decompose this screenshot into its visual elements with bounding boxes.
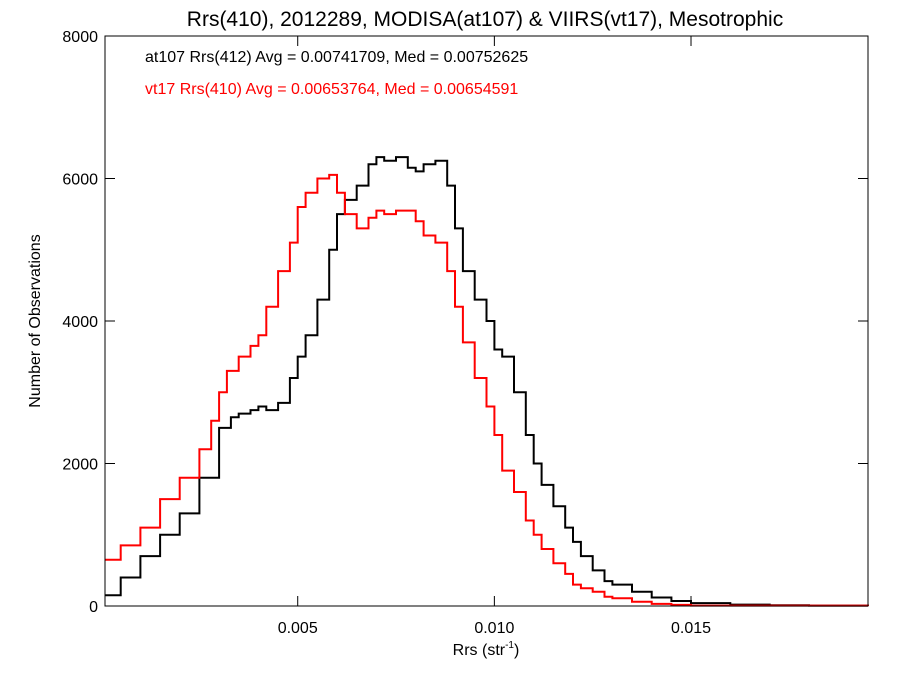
plot-frame bbox=[104, 35, 869, 607]
legend-entry-vt17: vt17 Rrs(410) Avg = 0.00653764, Med = 0.… bbox=[145, 81, 518, 98]
x-tick-label: 0.015 bbox=[671, 620, 711, 637]
series-layer bbox=[105, 156, 869, 607]
x-tick-label: 0.010 bbox=[474, 620, 514, 637]
x-axis-label-sup: -1 bbox=[505, 640, 514, 651]
y-tick-label: 6000 bbox=[62, 172, 98, 189]
y-tick-label: 2000 bbox=[62, 457, 98, 474]
x-axis-label-main: Rrs (str bbox=[453, 642, 506, 659]
x-axis-label: Rrs (str-1) bbox=[453, 640, 520, 659]
y-tick-label: 8000 bbox=[62, 29, 98, 46]
series-line-vt17 bbox=[105, 173, 869, 607]
legend-entry-at107: at107 Rrs(412) Avg = 0.00741709, Med = 0… bbox=[145, 49, 528, 66]
x-axis-label-end: ) bbox=[514, 642, 519, 659]
y-tick-label: 0 bbox=[89, 599, 98, 616]
y-axis-label: Number of Observations bbox=[27, 234, 44, 407]
y-tick-label: 4000 bbox=[62, 314, 98, 331]
chart-title: Rrs(410), 2012289, MODISA(at107) & VIIRS… bbox=[187, 8, 783, 31]
x-tick-label: 0.005 bbox=[278, 620, 318, 637]
x-axis-ticks: 0.005 0.010 0.015 bbox=[278, 36, 711, 637]
series-line-at107 bbox=[105, 156, 869, 607]
